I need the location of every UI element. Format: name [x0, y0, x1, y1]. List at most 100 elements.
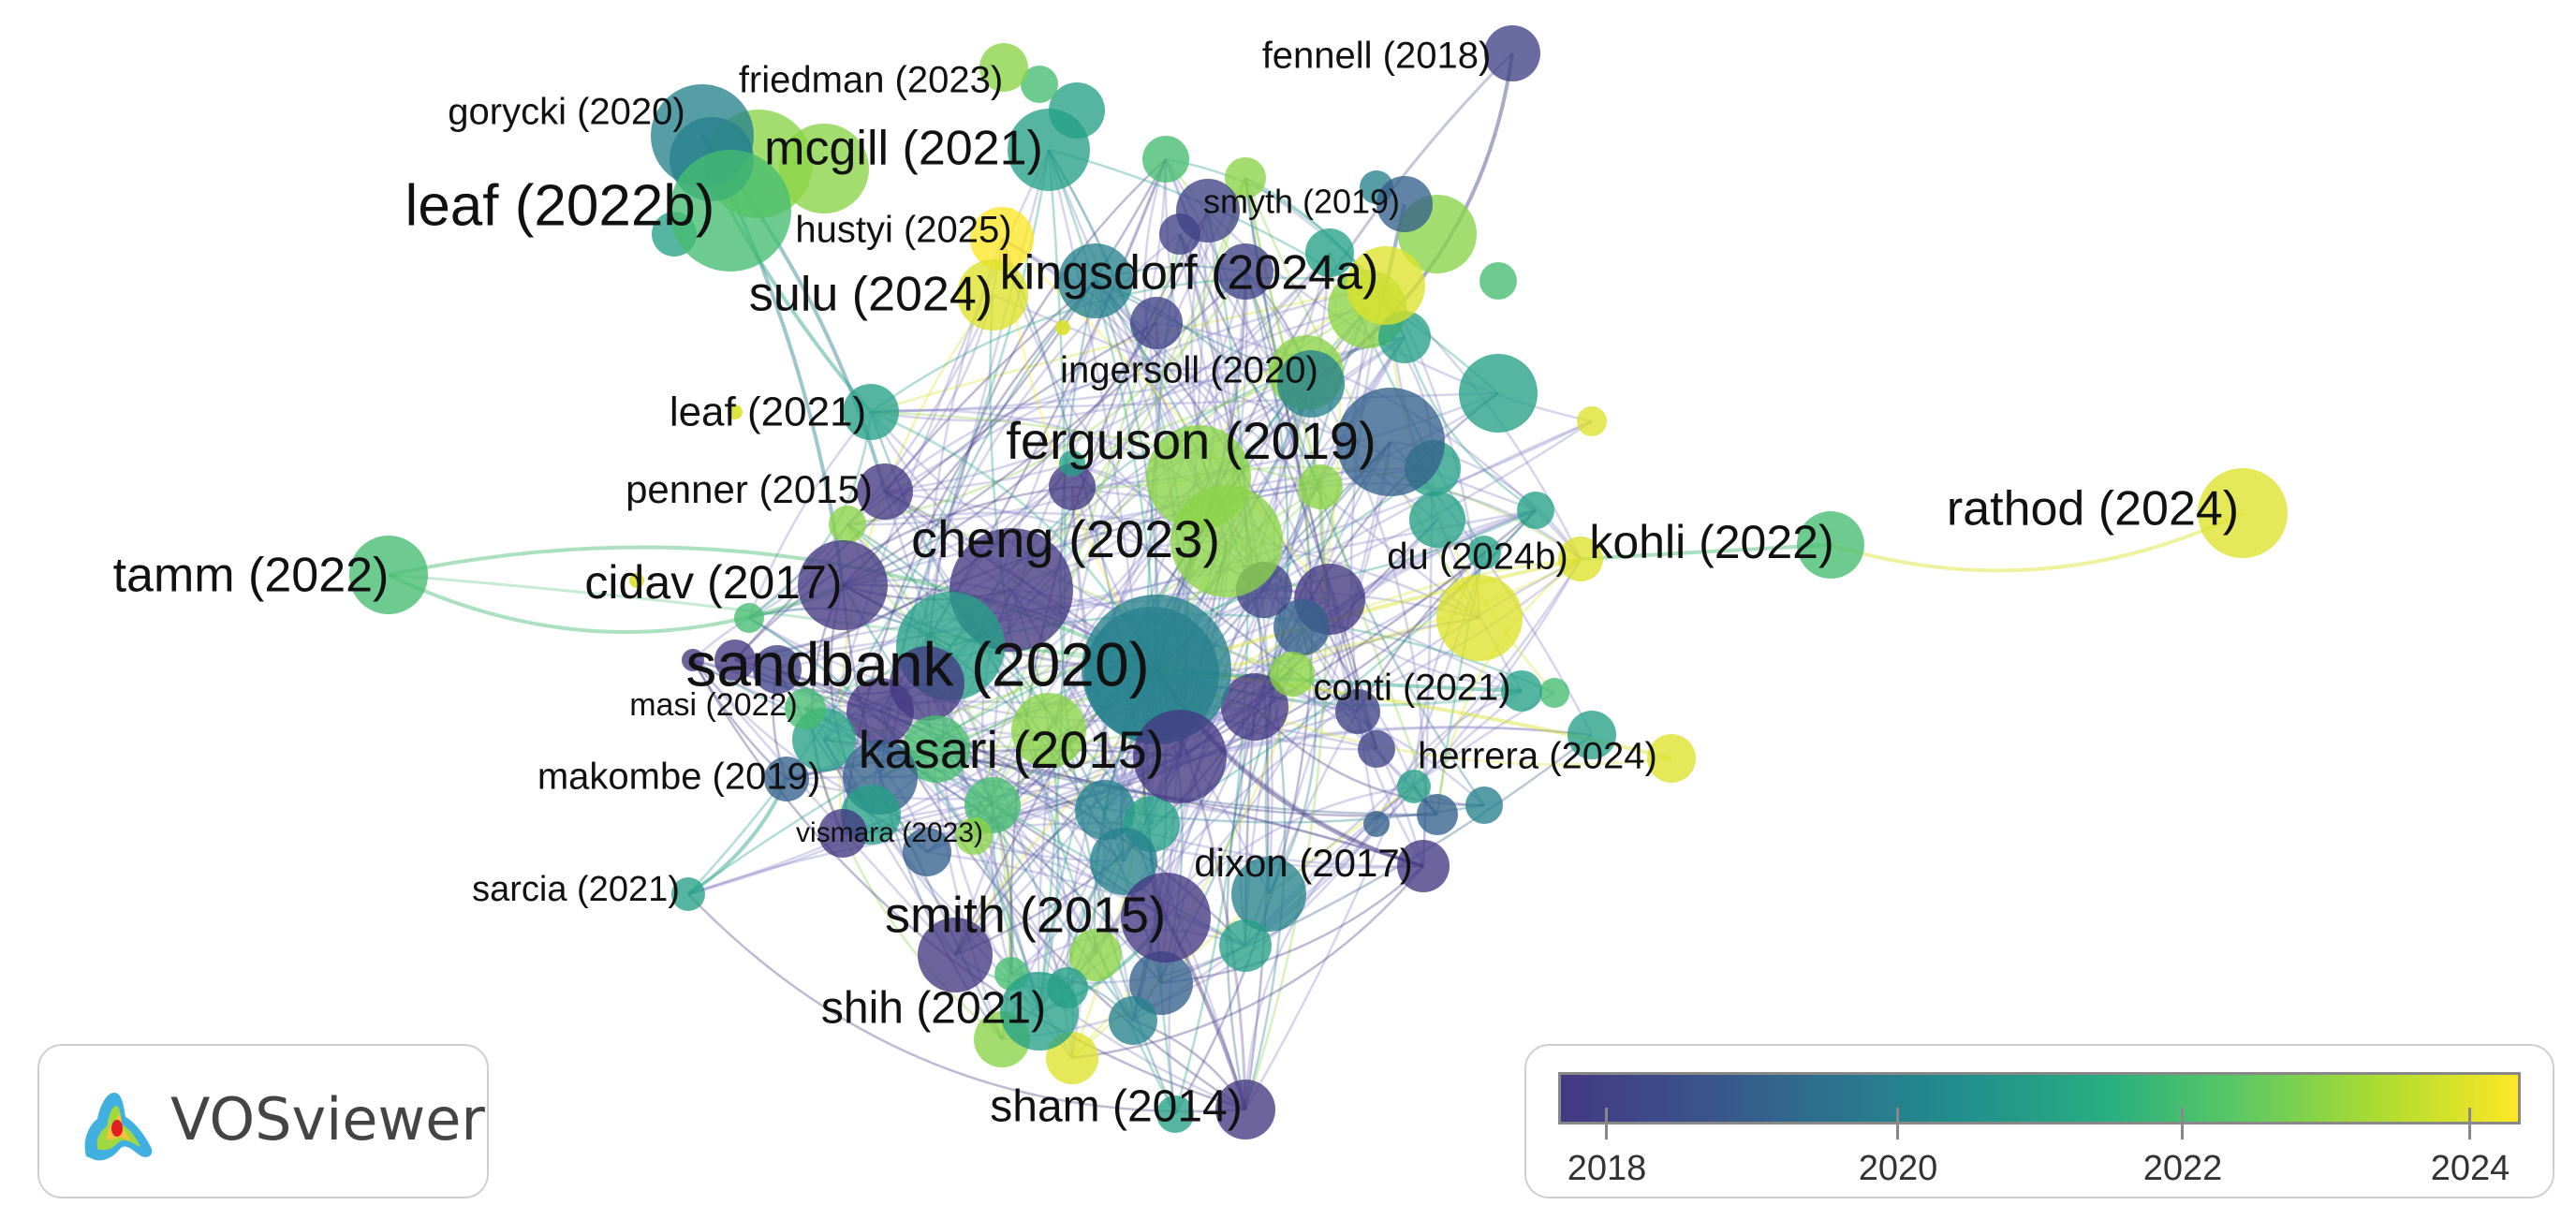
publication-label[interactable]: ferguson (2019): [1006, 411, 1376, 470]
publication-node[interactable]: [779, 124, 869, 213]
publication-label[interactable]: kasari (2015): [859, 720, 1165, 779]
publication-node[interactable]: [1176, 179, 1240, 243]
publication-label[interactable]: kohli (2022): [1589, 516, 1833, 568]
publication-label[interactable]: tamm (2022): [113, 549, 390, 603]
publication-label[interactable]: masi (2022): [629, 687, 798, 723]
publication-label[interactable]: shih (2021): [821, 984, 1046, 1034]
publication-node[interactable]: [1049, 463, 1096, 510]
publication-node[interactable]: [918, 918, 993, 992]
publication-node[interactable]: [1142, 136, 1189, 183]
publication-node[interactable]: [829, 506, 866, 543]
publication-node[interactable]: [785, 688, 826, 729]
publication-node[interactable]: [1231, 857, 1306, 932]
publication-node[interactable]: [714, 639, 756, 681]
publication-node[interactable]: [1055, 320, 1070, 335]
publication-node[interactable]: [728, 404, 743, 419]
publication-node[interactable]: [1397, 770, 1431, 803]
publication-node[interactable]: [1170, 485, 1283, 597]
publication-node[interactable]: [1129, 951, 1193, 1015]
publication-node[interactable]: [1215, 1080, 1275, 1139]
publication-node[interactable]: [1397, 840, 1450, 892]
publication-node[interactable]: [798, 540, 888, 630]
publication-label[interactable]: smyth (2019): [1203, 183, 1400, 221]
publication-node[interactable]: [818, 809, 867, 858]
publication-node[interactable]: [1336, 388, 1445, 496]
publication-node[interactable]: [1465, 786, 1503, 824]
publication-label[interactable]: friedman (2023): [739, 60, 1003, 101]
publication-node[interactable]: [1459, 354, 1538, 433]
publication-label[interactable]: gorycki (2020): [448, 92, 684, 133]
publication-node[interactable]: [1479, 262, 1517, 300]
publication-node[interactable]: [1558, 537, 1603, 581]
publication-node[interactable]: [1484, 25, 1540, 81]
publication-node[interactable]: [1225, 157, 1266, 198]
publication-label[interactable]: hustyi (2025): [795, 210, 1011, 251]
publication-node[interactable]: [1221, 673, 1288, 741]
publication-node[interactable]: [1121, 873, 1211, 963]
publication-label[interactable]: sulu (2024): [749, 268, 993, 322]
publication-node[interactable]: [670, 150, 791, 272]
publication-node[interactable]: [970, 207, 1034, 271]
publication-node[interactable]: [629, 573, 644, 588]
publication-node[interactable]: [2198, 468, 2288, 558]
publication-label[interactable]: mcgill (2021): [764, 122, 1043, 176]
publication-node[interactable]: [1008, 109, 1090, 191]
publication-node[interactable]: [1133, 710, 1227, 803]
publication-node[interactable]: [1217, 243, 1273, 300]
publication-node[interactable]: [1577, 406, 1607, 436]
publication-node[interactable]: [1219, 919, 1272, 972]
publication-label[interactable]: cidav (2017): [584, 556, 842, 609]
publication-label[interactable]: penner (2015): [626, 467, 873, 511]
publication-node[interactable]: [1568, 711, 1616, 759]
publication-node[interactable]: [753, 645, 802, 694]
publication-node[interactable]: [1021, 66, 1058, 103]
publication-node[interactable]: [1000, 972, 1079, 1051]
publication-node[interactable]: [1109, 996, 1157, 1045]
publication-label[interactable]: du (2024b): [1387, 537, 1568, 578]
publication-node[interactable]: [1075, 780, 1135, 840]
publication-label[interactable]: sham (2014): [990, 1082, 1242, 1132]
publication-node[interactable]: [1305, 228, 1354, 277]
publication-node[interactable]: [955, 817, 993, 855]
publication-node[interactable]: [1539, 678, 1569, 708]
publication-node[interactable]: [903, 828, 951, 876]
publication-label[interactable]: leaf (2022b): [405, 173, 715, 238]
publication-node[interactable]: [1409, 492, 1465, 548]
publication-node[interactable]: [1156, 1095, 1194, 1133]
publication-node[interactable]: [1277, 350, 1345, 418]
publication-node[interactable]: [843, 384, 899, 440]
publication-label[interactable]: leaf (2021): [670, 390, 866, 435]
publication-node[interactable]: [1436, 575, 1523, 661]
publication-node[interactable]: [671, 877, 705, 911]
publication-node[interactable]: [1082, 595, 1231, 744]
publication-label[interactable]: conti (2021): [1313, 668, 1510, 709]
publication-label[interactable]: sarcia (2021): [472, 870, 680, 909]
publication-node[interactable]: [1647, 734, 1696, 783]
publication-node[interactable]: [1130, 297, 1183, 349]
publication-node[interactable]: [1501, 670, 1542, 712]
publication-label[interactable]: fennell (2018): [1262, 36, 1492, 77]
publication-label[interactable]: smith (2015): [885, 887, 1166, 943]
publication-node[interactable]: [1797, 511, 1864, 579]
publication-label[interactable]: makombe (2019): [537, 757, 820, 798]
publication-node[interactable]: [857, 463, 913, 520]
publication-node[interactable]: [1347, 246, 1425, 325]
publication-node[interactable]: [1059, 450, 1085, 477]
publication-node[interactable]: [1467, 536, 1501, 569]
publication-node[interactable]: [1011, 693, 1086, 768]
publication-node[interactable]: [1273, 599, 1330, 655]
publication-node[interactable]: [1376, 176, 1433, 232]
publication-label[interactable]: herrera (2024): [1418, 736, 1657, 777]
publication-node[interactable]: [1363, 811, 1390, 837]
publication-node[interactable]: [1335, 689, 1380, 734]
publication-label[interactable]: dixon (2017): [1194, 841, 1412, 885]
publication-node[interactable]: [1270, 652, 1315, 697]
publication-label[interactable]: vismara (2023): [796, 817, 983, 848]
publication-node[interactable]: [1298, 464, 1343, 509]
publication-node[interactable]: [846, 678, 914, 745]
publication-node[interactable]: [1069, 929, 1122, 981]
publication-label[interactable]: sandbank (2020): [685, 629, 1149, 698]
publication-label[interactable]: cheng (2023): [911, 509, 1220, 568]
publication-node[interactable]: [957, 259, 1028, 331]
publication-node[interactable]: [682, 649, 704, 671]
